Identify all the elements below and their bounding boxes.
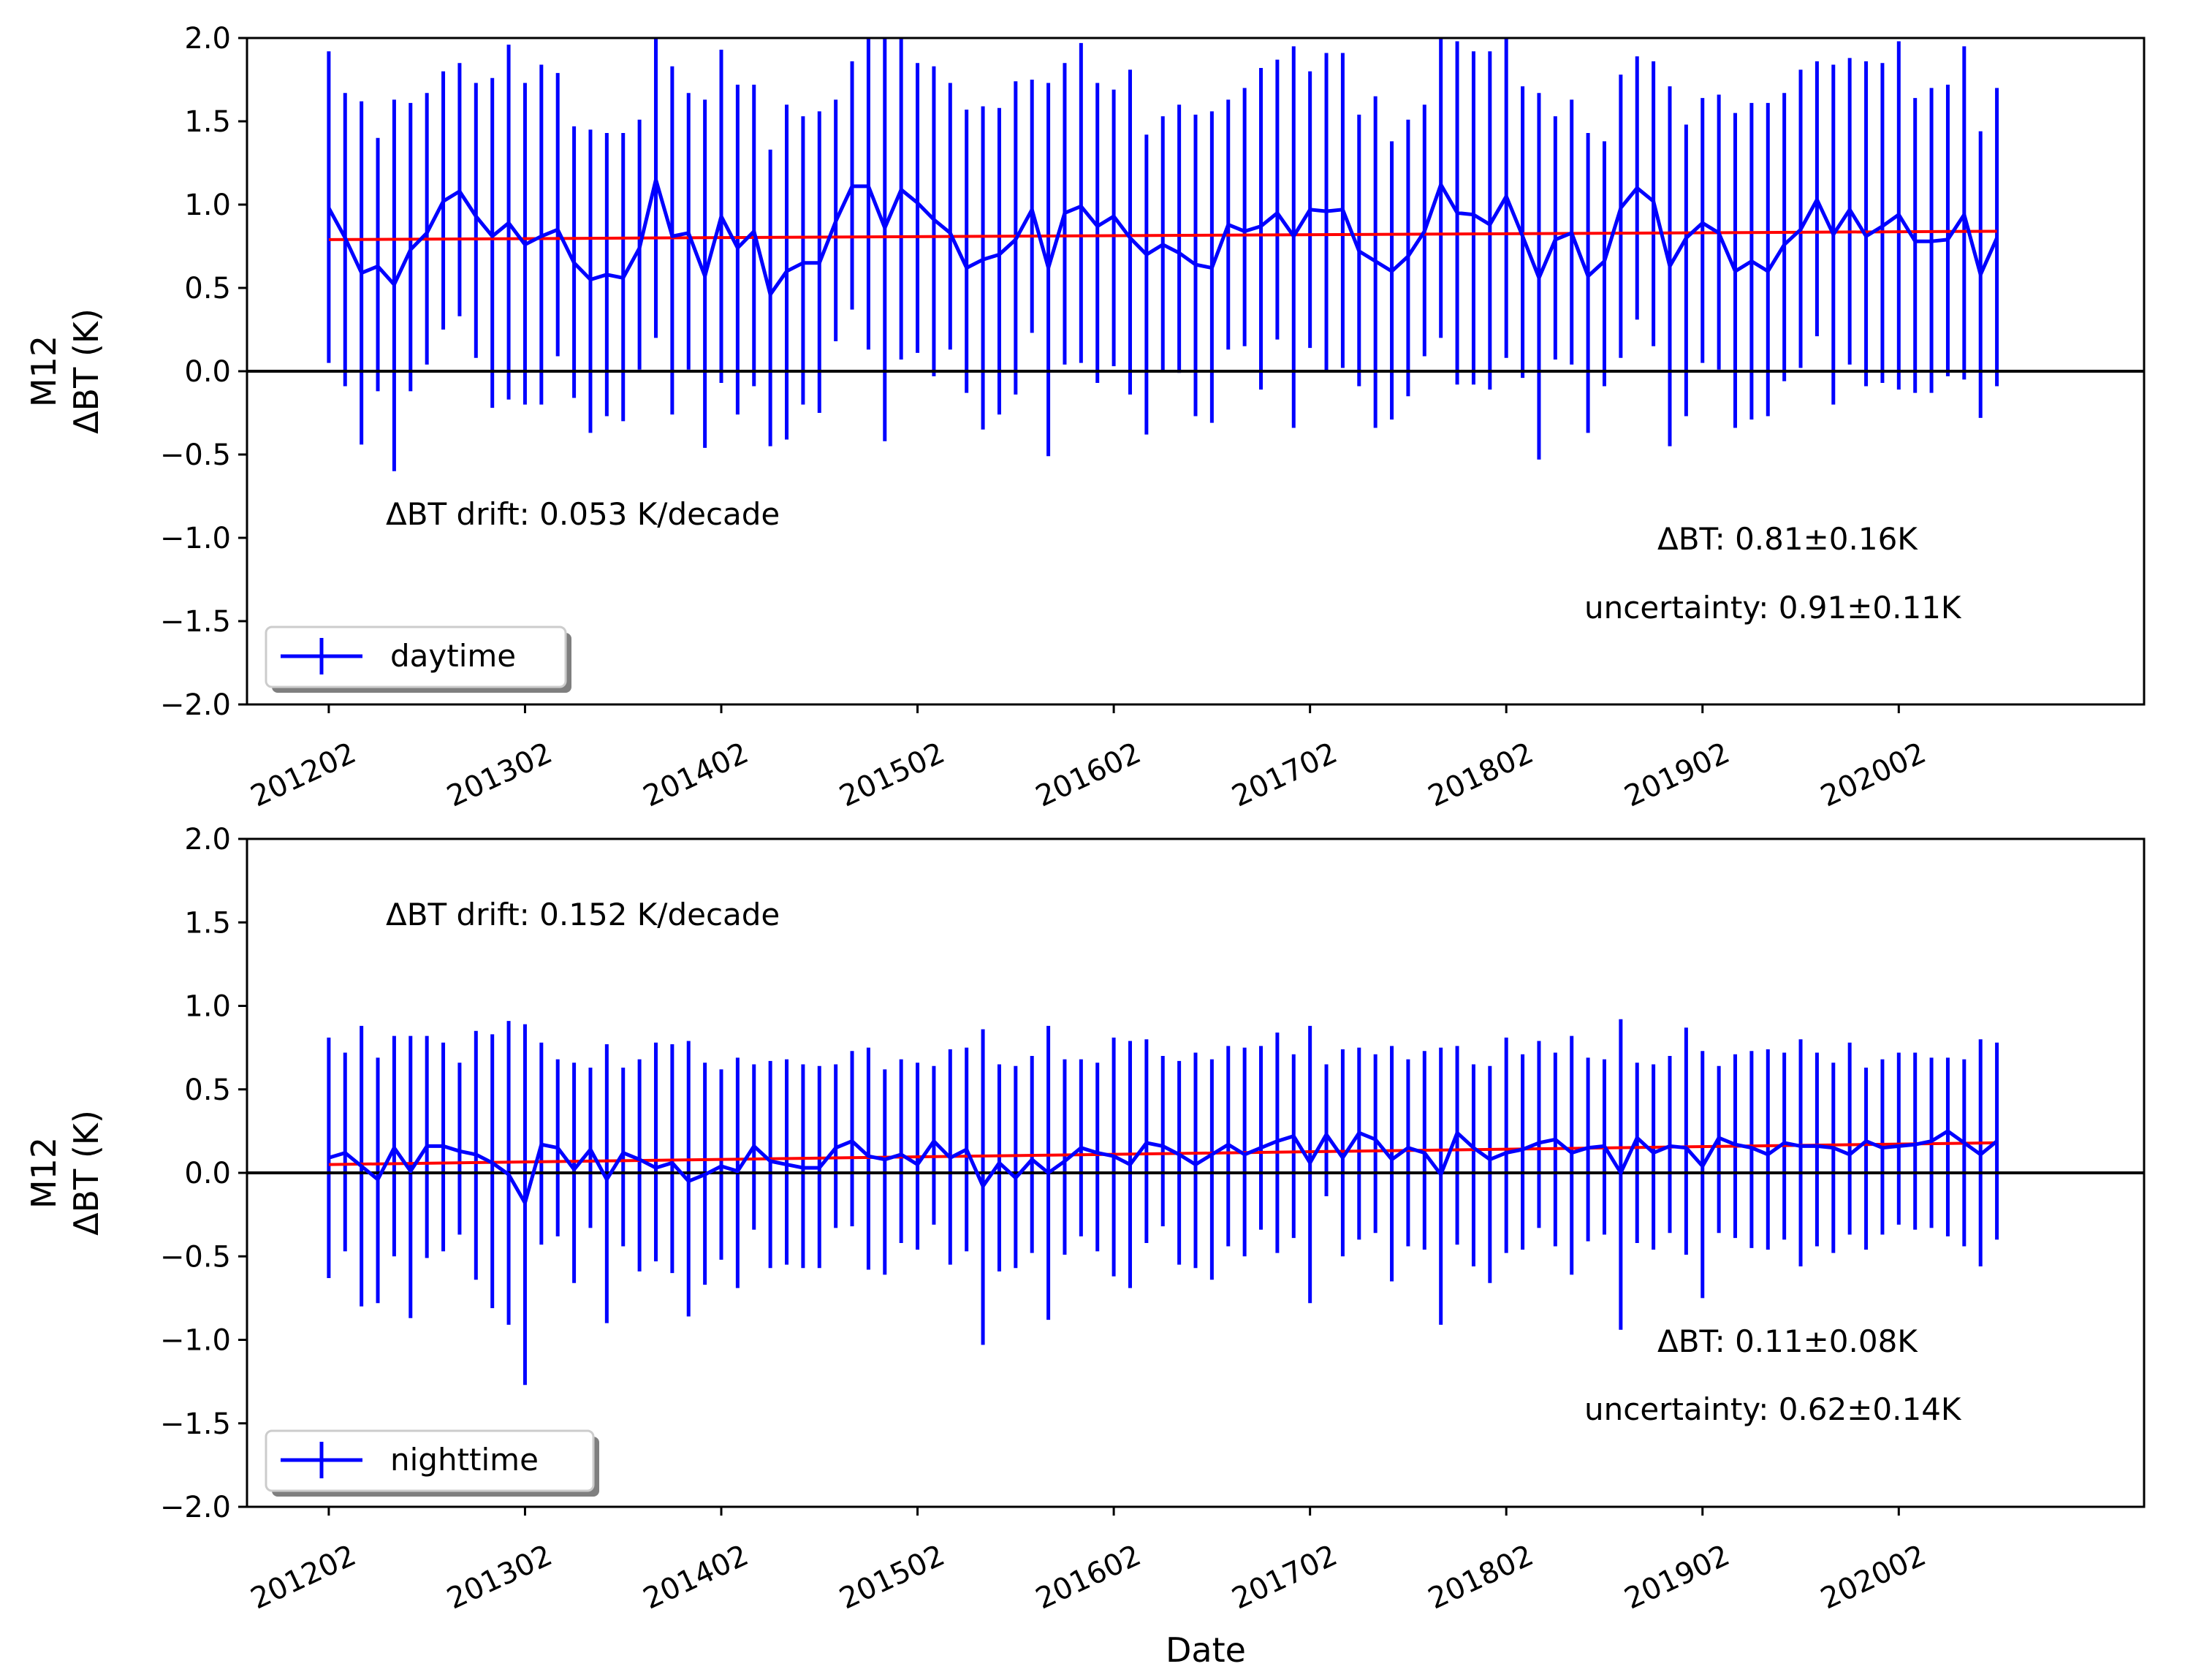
- panel-bottom-xtick-label-0: 201202: [246, 1538, 361, 1616]
- panel-top-xtick-label-8: 202002: [1816, 736, 1931, 813]
- panel-top-ytick-label-5: −0.5: [160, 438, 231, 472]
- panel-bottom-legend-label: nighttime: [390, 1442, 539, 1478]
- panel-top-xtick-label-0: 201202: [246, 736, 361, 813]
- panel-bottom-ytick-label-3: 0.5: [184, 1073, 231, 1107]
- panel-bottom-xtick-label-3: 201502: [835, 1538, 950, 1616]
- panel-bottom-ylabel-line2: ΔBT (K): [66, 1110, 106, 1236]
- panel-bottom-xtick-label-4: 201602: [1030, 1538, 1146, 1616]
- panel-bottom-xlabel: Date: [1166, 1630, 1246, 1670]
- panel-bottom-xtick-label-7: 201902: [1619, 1538, 1735, 1616]
- panel-top-drift-annotation: ΔBT drift: 0.053 K/decade: [386, 496, 780, 532]
- panel-top-ytick-label-8: −2.0: [160, 688, 231, 722]
- panel-bottom-legend: nighttime: [265, 1429, 599, 1497]
- panel-top-xtick-label-7: 201902: [1619, 736, 1735, 813]
- panel-bottom-x-ticks: 201202 201302 201402 201502 201602 201702 2018…: [246, 1507, 1931, 1616]
- panel-top-series: [247, 38, 2144, 471]
- panel-top-ylabel-line1: M12: [24, 335, 64, 407]
- panel-top-y-ticks: 2.0 1.5 1.0 0.5 0.0 −0.5 −1.0 −1.5 −2.0: [160, 22, 247, 722]
- panel-bottom-trend-line: [328, 1141, 1997, 1166]
- panel-bottom: 2.01.51.00.50.0−0.5−1.0−1.5−2.0 201202 20…: [24, 823, 2146, 1670]
- panel-top-legend-box: [265, 626, 567, 688]
- panel-top-ytick-label-2: 1.0: [184, 189, 231, 222]
- panel-top-xtick-label-2: 201402: [638, 736, 753, 813]
- panel-bottom-mean-annotation: ΔBT: 0.11±0.08K: [1657, 1323, 1918, 1359]
- panel-bottom-xtick-label-2: 201402: [638, 1538, 753, 1616]
- panel-bottom-ytick-label-0: 2.0: [184, 823, 231, 856]
- panel-top-ytick-label-4: 0.0: [184, 355, 231, 389]
- panel-bottom-ytick-label-7: −1.5: [160, 1407, 231, 1441]
- panel-top-uncertainty-annotation: uncertainty: 0.91±0.11K: [1584, 590, 1962, 626]
- panel-bottom-xtick-label-8: 202002: [1816, 1538, 1931, 1616]
- panel-top-legend-label: daytime: [390, 638, 516, 674]
- panel-bottom-ytick-label-1: 1.5: [184, 906, 231, 940]
- panel-top-ytick-label-6: −1.0: [160, 522, 231, 555]
- panel-bottom-legend-box: [265, 1429, 595, 1492]
- panel-top-mean-annotation: ΔBT: 0.81±0.16K: [1657, 521, 1918, 557]
- panel-top-ytick-label-7: −1.5: [160, 605, 231, 639]
- panel-bottom-uncertainty-annotation: uncertainty: 0.62±0.14K: [1584, 1391, 1962, 1427]
- panel-top-xtick-label-5: 201702: [1227, 736, 1342, 813]
- panel-bottom-ytick-label-2: 1.0: [184, 990, 231, 1024]
- panel-top-xtick-label-1: 201302: [442, 736, 558, 813]
- panel-top-legend: daytime: [265, 626, 571, 693]
- panel-top-series-line: [327, 178, 1999, 297]
- panel-top-x-ticks: 201202 201302 201402 201502 201602 201702 2018…: [246, 704, 1931, 814]
- panel-bottom-drift-annotation: ΔBT drift: 0.152 K/decade: [386, 897, 780, 932]
- panel-bottom-xtick-label-5: 201702: [1227, 1538, 1342, 1616]
- panel-bottom-ytick-label-4: 0.0: [184, 1157, 231, 1190]
- panel-bottom-series: [247, 1019, 2144, 1386]
- panel-bottom-y-ticks: 2.0 1.5 1.0 0.5 0.0 −0.5 −1.0 −1.5 −2.0: [160, 823, 247, 1524]
- panel-bottom-xtick-label-1: 201302: [442, 1538, 558, 1616]
- panel-top-xtick-label-3: 201502: [835, 736, 950, 813]
- panel-bottom-ytick-label-8: −2.0: [160, 1491, 231, 1524]
- panel-top-ylabel-line2: ΔBT (K): [66, 308, 106, 434]
- panel-top-xtick-label-6: 201802: [1424, 736, 1539, 813]
- panel-top: 2.01.51.00.50.0−0.5−1.0−1.5−2.0 201202 20…: [24, 22, 2146, 814]
- panel-bottom-xtick-label-6: 201802: [1424, 1538, 1539, 1616]
- panel-top-ytick-label-1: 1.5: [184, 105, 231, 139]
- panel-bottom-series-line: [328, 1129, 1999, 1205]
- panel-bottom-ylabel-line1: M12: [24, 1137, 64, 1209]
- panel-bottom-ytick-label-5: −0.5: [160, 1240, 231, 1274]
- panel-top-ytick-label-0: 2.0: [184, 22, 231, 56]
- panel-bottom-ytick-label-6: −1.0: [160, 1324, 231, 1358]
- panel-top-ytick-label-3: 0.5: [184, 272, 231, 305]
- panel-top-xtick-label-4: 201602: [1030, 736, 1146, 813]
